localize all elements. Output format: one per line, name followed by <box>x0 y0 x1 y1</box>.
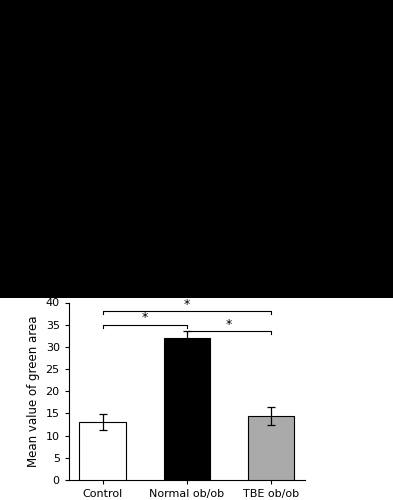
Text: *: * <box>226 318 232 331</box>
Bar <box>163 338 210 480</box>
Bar <box>79 422 126 480</box>
Bar <box>248 416 294 480</box>
Text: *: * <box>141 311 148 324</box>
Y-axis label: Mean value of green area: Mean value of green area <box>27 316 40 467</box>
Text: *: * <box>184 298 190 311</box>
Title: GFAP: GFAP <box>167 284 207 298</box>
